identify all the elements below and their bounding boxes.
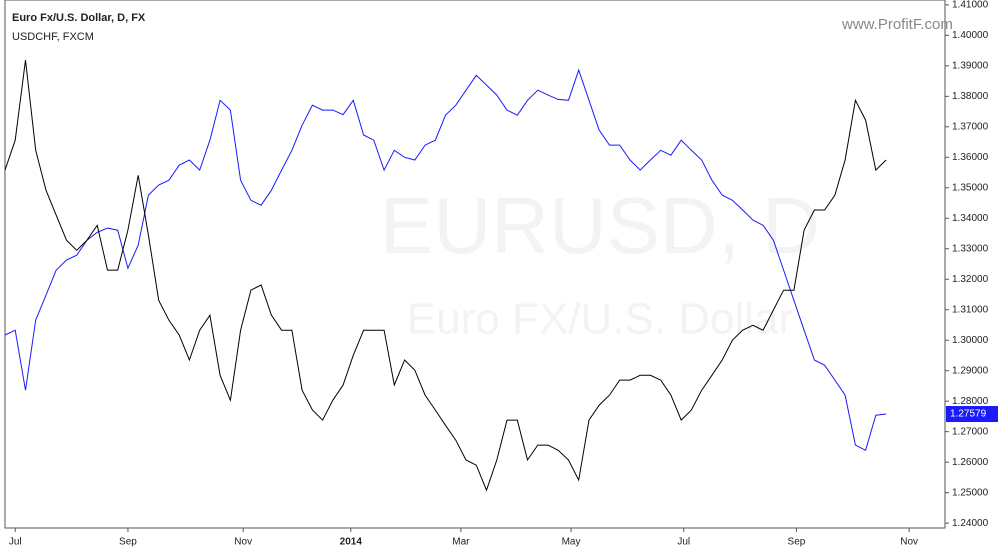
y-tick-label: 1.30000	[952, 335, 989, 346]
x-tick-label: 2014	[340, 537, 363, 548]
watermark-description: Euro FX/U.S. Dollar	[407, 295, 793, 344]
y-tick-label: 1.34000	[952, 213, 989, 224]
y-tick-label: 1.31000	[952, 304, 989, 315]
y-tick-label: 1.36000	[952, 152, 989, 163]
x-tick-label: Nov	[234, 537, 252, 548]
plot-frame	[4, 0, 946, 529]
watermark: www.ProfitF.com	[841, 16, 953, 33]
y-tick-label: 1.37000	[952, 121, 989, 132]
y-tick-label: 1.33000	[952, 243, 989, 254]
x-tick-label: Nov	[900, 537, 918, 548]
legend-title: Euro Fx/U.S. Dollar, D, FX	[12, 12, 146, 24]
y-tick-label: 1.26000	[952, 457, 989, 468]
series-line	[4, 60, 887, 492]
y-tick-label: 1.38000	[952, 91, 989, 102]
y-tick-label: 1.35000	[952, 182, 989, 193]
x-tick-label: Sep	[788, 537, 806, 548]
x-tick-label: Jul	[677, 537, 690, 548]
y-tick-label: 1.29000	[952, 365, 989, 376]
y-tick-label: 1.24000	[952, 518, 989, 529]
x-tick-label: Jul	[9, 537, 22, 548]
x-tick-label: May	[562, 537, 581, 548]
series-line	[4, 68, 887, 452]
y-tick-label: 1.28000	[952, 396, 989, 407]
y-tick-label: 1.32000	[952, 274, 989, 285]
y-tick-label: 1.41000	[952, 0, 989, 11]
x-tick-label: Mar	[452, 537, 470, 548]
y-tick-label: 1.25000	[952, 487, 989, 498]
last-value-label: 1.27579	[950, 409, 987, 420]
x-tick-label: Sep	[119, 537, 137, 548]
watermark-symbol: EURUSD, D	[380, 181, 820, 270]
y-tick-label: 1.40000	[952, 30, 989, 41]
marks	[4, 60, 887, 492]
legend-subtitle: USDCHF, FXCM	[12, 31, 94, 43]
last-value-box	[946, 406, 998, 423]
y-tick-label: 1.27000	[952, 426, 989, 437]
y-tick-label: 1.39000	[952, 60, 989, 71]
